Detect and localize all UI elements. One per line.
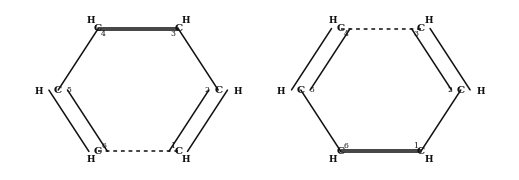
Text: H: H bbox=[476, 87, 485, 96]
Text: H: H bbox=[329, 155, 337, 164]
Text: 5: 5 bbox=[309, 86, 314, 94]
Text: H: H bbox=[329, 16, 337, 25]
Text: C: C bbox=[54, 86, 62, 94]
Text: 3: 3 bbox=[170, 30, 175, 38]
Text: C: C bbox=[417, 147, 425, 156]
Text: 4: 4 bbox=[101, 30, 106, 38]
Text: 3: 3 bbox=[413, 30, 418, 38]
Text: C: C bbox=[337, 147, 345, 156]
Text: 1: 1 bbox=[413, 142, 418, 150]
Text: C: C bbox=[214, 86, 222, 94]
Text: H: H bbox=[234, 87, 242, 96]
Text: C: C bbox=[297, 86, 305, 94]
Text: H: H bbox=[425, 16, 433, 25]
Text: C: C bbox=[417, 24, 425, 33]
Text: 4: 4 bbox=[344, 30, 349, 38]
Text: H: H bbox=[34, 87, 43, 96]
Text: H: H bbox=[86, 155, 94, 164]
Text: 1: 1 bbox=[170, 142, 175, 150]
Text: 5: 5 bbox=[66, 86, 72, 94]
Text: 6: 6 bbox=[344, 142, 349, 150]
Text: 2: 2 bbox=[447, 86, 453, 94]
Text: 6: 6 bbox=[101, 142, 106, 150]
Text: H: H bbox=[277, 87, 285, 96]
Text: 2: 2 bbox=[205, 86, 210, 94]
Text: H: H bbox=[182, 16, 190, 25]
Text: C: C bbox=[457, 86, 465, 94]
Text: H: H bbox=[182, 155, 190, 164]
Text: H: H bbox=[425, 155, 433, 164]
Text: C: C bbox=[174, 24, 182, 33]
Text: C: C bbox=[94, 24, 102, 33]
Text: H: H bbox=[86, 16, 94, 25]
Text: C: C bbox=[337, 24, 345, 33]
Text: C: C bbox=[174, 147, 182, 156]
Text: C: C bbox=[94, 147, 102, 156]
